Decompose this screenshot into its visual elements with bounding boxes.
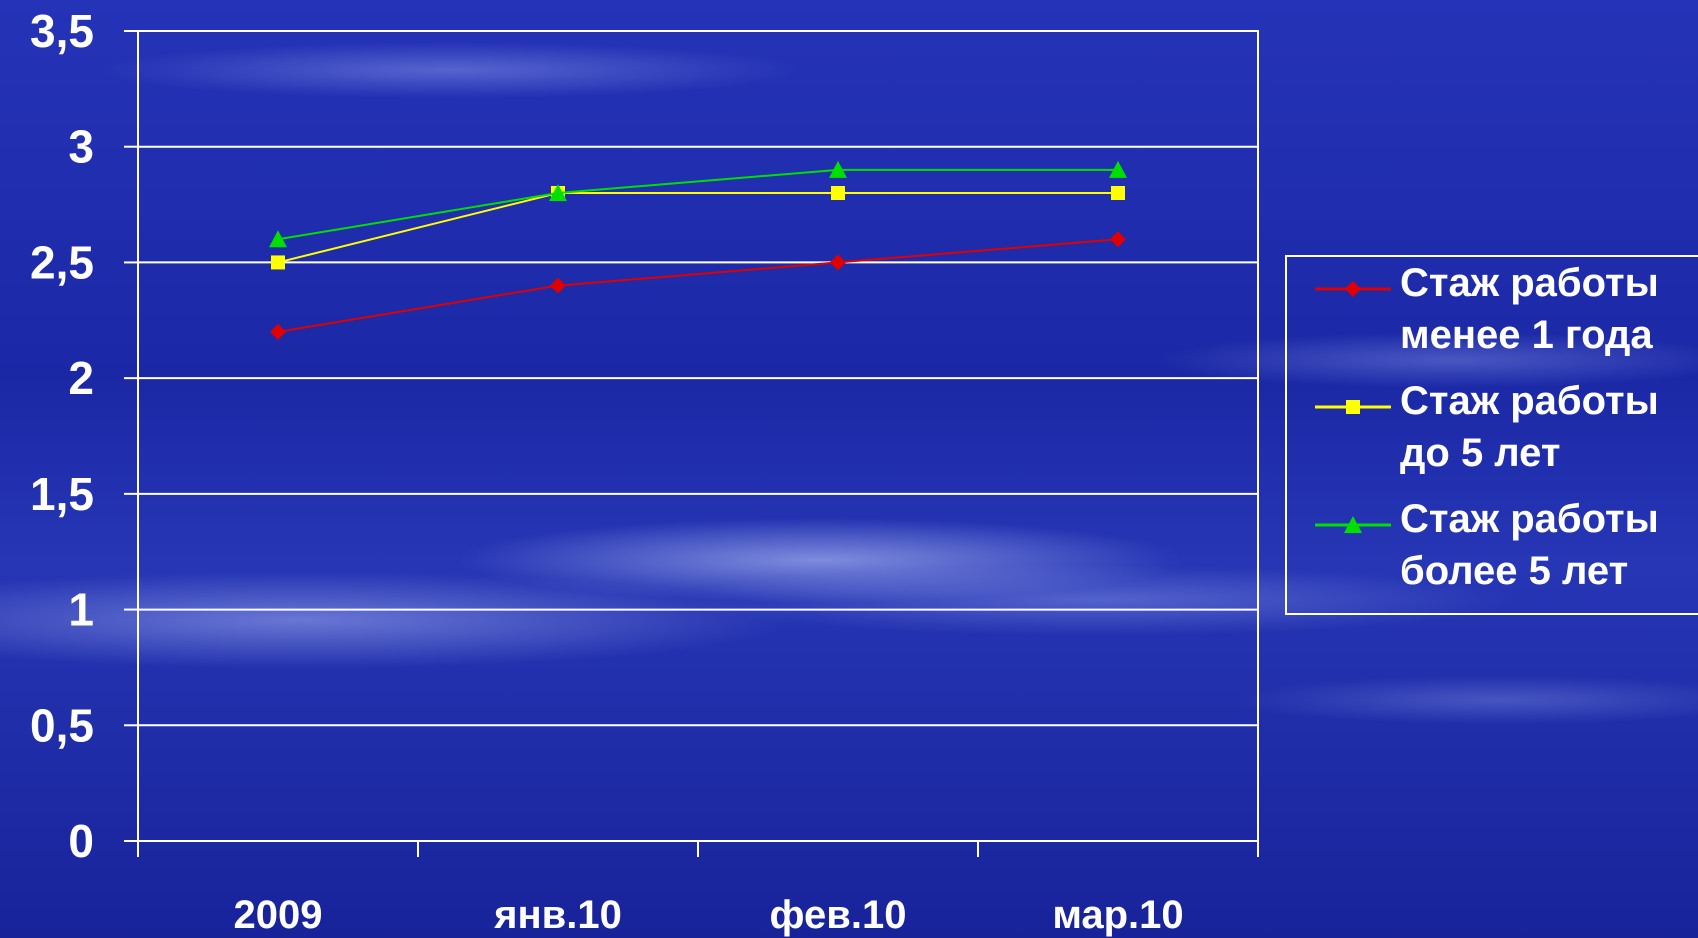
legend-swatch-marker-1 (1345, 281, 1361, 297)
gridlines (138, 30, 1258, 727)
series-2-line (277, 192, 1118, 264)
series-2-point-3 (1111, 186, 1125, 200)
legend-label-1: Стаж работы менее 1 года (1400, 261, 1659, 357)
series-3-line (277, 168, 1118, 241)
series-2-point-0 (271, 255, 285, 270)
series-group (269, 160, 1127, 340)
series-3-point-3 (1109, 160, 1127, 178)
y-axis-tick-labels: 0 0,5 1 1,5 2 2,5 3 3,5 (30, 5, 94, 867)
series-3 (269, 160, 1127, 248)
y-tick-label-0: 0 (68, 815, 94, 867)
x-tick-label-3: мар.10 (1052, 893, 1183, 937)
legend-swatch-3 (1315, 516, 1391, 533)
series-1 (270, 231, 1126, 340)
series-1-line (277, 238, 1119, 333)
series-1-point-3 (1110, 231, 1126, 248)
y-tick-label-4: 2 (68, 352, 94, 404)
legend-swatch-2 (1315, 400, 1391, 414)
y-tick-label-6: 3 (68, 121, 94, 173)
y-tick-label-3: 1,5 (30, 468, 94, 520)
y-tick-label-1: 0,5 (30, 699, 94, 751)
x-tick-label-1: янв.10 (493, 893, 622, 937)
series-3-point-2 (829, 160, 847, 178)
legend-entry-2: Стаж работы до 5 лет (1287, 375, 1698, 493)
axes (124, 30, 1259, 857)
plot-area (137, 30, 1259, 842)
series-1-point-0 (270, 323, 286, 340)
legend-swatch-1 (1315, 281, 1391, 297)
series-1-point-1 (550, 277, 566, 294)
legend-swatch-marker-2 (1346, 400, 1360, 414)
legend-entry-3: Стаж работы более 5 лет (1287, 493, 1698, 611)
series-3-point-0 (269, 230, 287, 248)
legend-label-3: Стаж работы более 5 лет (1400, 497, 1659, 593)
legend-entry-1: Стаж работы менее 1 года (1287, 257, 1698, 375)
y-tick-label-5: 2,5 (30, 236, 94, 288)
y-tick-label-7: 3,5 (30, 5, 94, 57)
x-axis-tick-labels: 2009 янв.10 фев.10 мар.10 (234, 893, 1184, 937)
legend: Стаж работы менее 1 года Стаж работы до … (1285, 255, 1698, 615)
series-2-point-2 (831, 186, 845, 200)
legend-swatch-marker-3 (1344, 516, 1362, 533)
x-tick-label-2: фев.10 (770, 893, 907, 937)
series-2 (271, 186, 1125, 270)
x-tick-label-0: 2009 (234, 893, 323, 937)
series-3-point-1 (549, 184, 567, 201)
series-1-point-2 (830, 254, 846, 271)
y-tick-label-2: 1 (68, 584, 94, 636)
legend-label-2: Стаж работы до 5 лет (1400, 379, 1659, 475)
